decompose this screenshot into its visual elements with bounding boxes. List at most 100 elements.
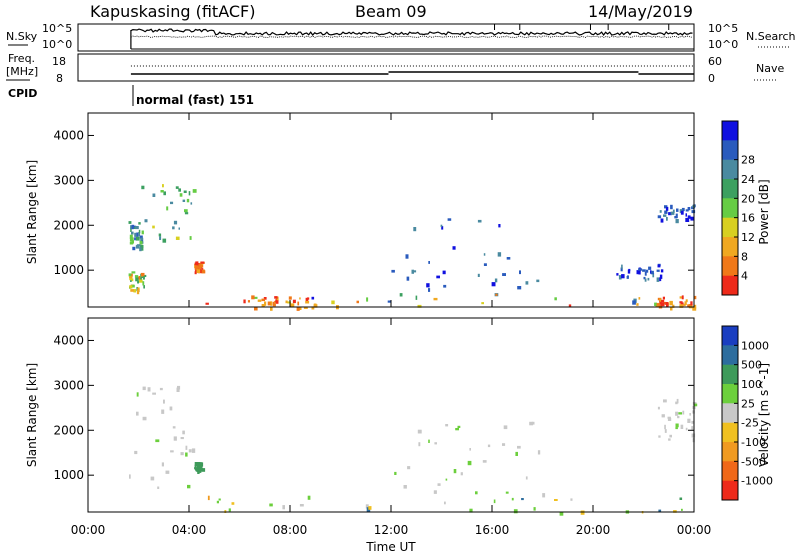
heatmap-cell bbox=[179, 193, 183, 197]
heatmap-cell bbox=[685, 209, 689, 212]
heatmap-cell bbox=[292, 299, 296, 304]
heatmap-cell bbox=[188, 449, 192, 453]
heatmap-cell bbox=[677, 415, 680, 419]
heatmap-cell bbox=[621, 264, 623, 269]
heatmap-cell bbox=[199, 264, 204, 268]
heatmap-cell bbox=[170, 450, 174, 453]
heatmap-cell bbox=[165, 470, 170, 474]
heatmap-cell bbox=[491, 282, 496, 287]
heatmap-cell bbox=[679, 304, 684, 308]
heatmap-cell bbox=[403, 485, 407, 489]
heatmap-cell bbox=[136, 411, 139, 416]
heatmap-cell bbox=[642, 269, 646, 272]
colorbar-tick-label: 100 bbox=[741, 378, 762, 391]
heatmap-cell bbox=[288, 296, 292, 300]
heatmap-cell bbox=[285, 300, 288, 304]
colorbar-segment bbox=[722, 461, 738, 482]
heatmap-cell bbox=[426, 283, 430, 288]
colorbar-segment bbox=[722, 217, 738, 238]
heatmap-cell bbox=[665, 206, 669, 211]
heatmap-cell bbox=[692, 402, 697, 405]
x-tick-label: 12:00 bbox=[374, 523, 409, 537]
heatmap-cell bbox=[195, 261, 199, 266]
heatmap-cell bbox=[687, 418, 691, 423]
heatmap-cell bbox=[406, 276, 410, 281]
x-tick-label: 00:00 bbox=[677, 523, 712, 537]
heatmap-cell bbox=[270, 306, 273, 311]
heatmap-cell bbox=[483, 263, 487, 266]
heatmap-cell bbox=[627, 269, 631, 274]
heatmap-cell bbox=[627, 275, 629, 278]
heatmap-cell bbox=[483, 253, 486, 256]
heatmap-cell bbox=[131, 231, 134, 235]
colorbar-segment bbox=[722, 237, 738, 257]
heatmap-cell bbox=[667, 417, 672, 421]
heatmap-cell bbox=[192, 189, 197, 193]
heatmap-cell bbox=[413, 227, 417, 232]
heatmap-cell bbox=[144, 219, 148, 223]
x-tick-label: 08:00 bbox=[273, 523, 308, 537]
heatmap-cell bbox=[140, 272, 145, 277]
heatmap-cell bbox=[636, 270, 639, 275]
colorbar-tick-label: 4 bbox=[741, 270, 748, 283]
heatmap-cell bbox=[261, 298, 265, 302]
heatmap-cell bbox=[658, 435, 661, 438]
heatmap-cell bbox=[136, 287, 138, 292]
heatmap-cell bbox=[417, 429, 422, 434]
heatmap-cell bbox=[139, 246, 144, 251]
heatmap-cell bbox=[243, 299, 246, 304]
colorbar-tick-label: -1000 bbox=[741, 475, 773, 488]
heatmap-cell bbox=[190, 202, 193, 205]
heatmap-cell bbox=[231, 502, 235, 505]
power-y-ticks: 1000 2000 3000 4000 bbox=[53, 128, 694, 277]
colorbar-tick-label: 24 bbox=[741, 173, 755, 186]
cpid-mode-text: normal (fast) 151 bbox=[136, 93, 254, 107]
heatmap-cell bbox=[138, 222, 141, 225]
heatmap-cell bbox=[663, 214, 667, 217]
heatmap-cell bbox=[659, 277, 662, 282]
freq-trace bbox=[130, 65, 694, 75]
heatmap-cell bbox=[287, 301, 291, 304]
heatmap-cell bbox=[207, 495, 210, 501]
heatmap-cell bbox=[399, 293, 403, 297]
heatmap-cell bbox=[129, 474, 131, 479]
heatmap-cell bbox=[194, 266, 199, 270]
heatmap-cell bbox=[521, 498, 524, 501]
heatmap-cell bbox=[257, 299, 262, 302]
heatmap-cell bbox=[536, 279, 540, 283]
noise-search-line bbox=[130, 35, 693, 38]
colorbar-tick-label: -25 bbox=[741, 417, 759, 430]
nave-tick-top: 60 bbox=[708, 55, 722, 68]
colorbar-segment bbox=[722, 403, 738, 424]
heatmap-cell bbox=[445, 478, 448, 481]
heatmap-cell bbox=[139, 235, 143, 239]
colorbar-segment bbox=[722, 140, 738, 161]
heatmap-cell bbox=[135, 226, 139, 230]
heatmap-cell bbox=[506, 257, 511, 260]
heatmap-cell bbox=[136, 392, 139, 397]
velocity-panel-frame bbox=[87, 317, 695, 513]
heatmap-cell bbox=[682, 410, 685, 415]
colorbar-segment bbox=[722, 198, 738, 219]
heatmap-cell bbox=[443, 284, 447, 288]
heatmap-cell bbox=[405, 254, 409, 259]
heatmap-cell bbox=[254, 296, 258, 299]
heatmap-cell bbox=[394, 471, 397, 475]
heatmap-cell bbox=[659, 210, 662, 213]
heatmap-cell bbox=[658, 509, 662, 512]
heatmap-cell bbox=[275, 300, 279, 304]
heatmap-cell bbox=[445, 424, 449, 427]
heatmap-cell bbox=[128, 221, 132, 224]
heatmap-cell bbox=[307, 297, 310, 300]
heatmap-cell bbox=[661, 414, 665, 418]
heatmap-cell bbox=[502, 273, 506, 276]
power-colorbar-label: Power [dB] bbox=[757, 179, 771, 244]
heatmap-cell bbox=[668, 212, 672, 216]
heatmap-cell bbox=[498, 224, 501, 228]
heatmap-cell bbox=[198, 267, 201, 271]
heatmap-cell bbox=[186, 198, 190, 203]
heatmap-cell bbox=[297, 301, 300, 306]
heatmap-cell bbox=[173, 220, 178, 225]
heatmap-cell bbox=[440, 224, 443, 228]
heatmap-cell bbox=[681, 207, 685, 212]
